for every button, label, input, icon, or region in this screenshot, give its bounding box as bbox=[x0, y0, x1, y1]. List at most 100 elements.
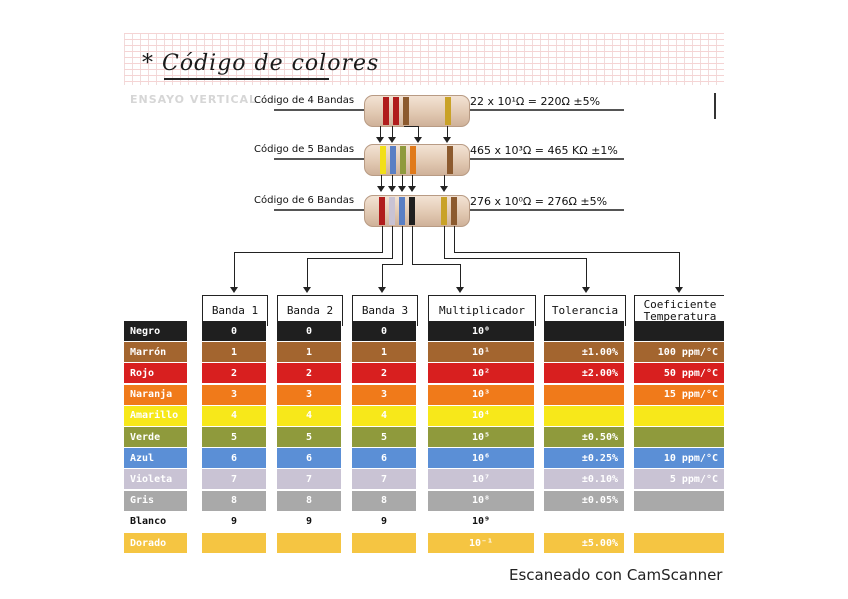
table-cell-b1: 2 bbox=[202, 363, 266, 384]
table-cell-b1: 8 bbox=[202, 490, 266, 511]
table-cell-b3: 1 bbox=[352, 342, 416, 363]
table-cell-mult: 10⁶ bbox=[428, 448, 534, 469]
arrow-down-icon bbox=[388, 186, 396, 192]
connector-line bbox=[392, 175, 393, 187]
band-gold bbox=[445, 97, 451, 125]
connector-line bbox=[307, 258, 393, 259]
grid-paper-header bbox=[124, 33, 724, 85]
column-header-banda-2: Banda 2 bbox=[277, 295, 343, 326]
band-violet bbox=[389, 197, 395, 225]
table-cell-tol: ±0.05% bbox=[544, 490, 624, 511]
scanned-sheet: * Código de colores ENSAYO VERTICAL Códi… bbox=[124, 33, 724, 563]
arrow-down-icon bbox=[378, 287, 386, 293]
connector-line bbox=[234, 252, 383, 253]
table-cell-tol: ±5.00% bbox=[544, 533, 624, 553]
connector-line bbox=[412, 226, 413, 264]
row-color-name: Azul bbox=[124, 448, 187, 469]
band-red bbox=[393, 97, 399, 125]
table-cell-temp: 5 ppm/°C bbox=[634, 469, 724, 490]
resistor-4-formula: 22 x 10¹Ω = 220Ω ±5% bbox=[470, 95, 601, 108]
page-title: * Código de colores bbox=[142, 51, 380, 76]
title-underline bbox=[164, 78, 329, 80]
connector-line bbox=[444, 226, 445, 258]
band-black bbox=[409, 197, 415, 225]
column-header-coeficiente: Coeficiente Temperatura bbox=[634, 295, 724, 326]
table-cell-mult: 10⁸ bbox=[428, 490, 534, 511]
table-cell-b2 bbox=[277, 533, 341, 553]
row-color-name: Violeta bbox=[124, 469, 187, 490]
margin-bracket bbox=[714, 93, 716, 119]
table-cell-b3: 8 bbox=[352, 490, 416, 511]
band-blue bbox=[390, 146, 396, 174]
arrow-down-icon bbox=[675, 287, 683, 293]
table-cell-b3 bbox=[352, 533, 416, 553]
connector-line bbox=[679, 252, 680, 288]
connector-line bbox=[382, 264, 383, 288]
connector-line bbox=[381, 175, 382, 187]
table-cell-tol: ±0.25% bbox=[544, 448, 624, 469]
arrow-down-icon bbox=[230, 287, 238, 293]
column-header-banda-3: Banda 3 bbox=[352, 295, 418, 326]
table-cell-mult: 10⁻¹ bbox=[428, 533, 534, 553]
row-color-name: Marrón bbox=[124, 342, 187, 363]
arrow-down-icon bbox=[440, 186, 448, 192]
table-cell-b2: 6 bbox=[277, 448, 341, 469]
table-cell-b2: 5 bbox=[277, 427, 341, 447]
arrow-down-icon bbox=[398, 186, 406, 192]
row-color-name: Blanco bbox=[124, 511, 187, 532]
arrow-down-icon bbox=[388, 137, 396, 143]
arrow-down-icon bbox=[414, 137, 422, 143]
table-cell-b3: 4 bbox=[352, 405, 416, 426]
row-color-name: Rojo bbox=[124, 363, 187, 384]
row-color-name: Verde bbox=[124, 427, 187, 447]
connector-line bbox=[380, 126, 381, 138]
table-cell-mult: 10⁰ bbox=[428, 321, 534, 341]
table-cell-tol: ±2.00% bbox=[544, 363, 624, 384]
connector-line bbox=[586, 258, 587, 288]
connector-line bbox=[234, 252, 235, 288]
arrow-down-icon bbox=[376, 137, 384, 143]
band-gold bbox=[441, 197, 447, 225]
arrow-down-icon bbox=[443, 137, 451, 143]
row-color-name: Gris bbox=[124, 490, 187, 511]
band-orange bbox=[410, 146, 416, 174]
column-header-tolerancia: Tolerancia bbox=[544, 295, 626, 326]
connector-line bbox=[454, 252, 679, 253]
table-cell-tol bbox=[544, 321, 624, 341]
band-green bbox=[400, 146, 406, 174]
table-cell-temp bbox=[634, 321, 724, 341]
resistor-5-formula: 465 x 10³Ω = 465 KΩ ±1% bbox=[470, 144, 618, 157]
table-cell-b1: 9 bbox=[202, 511, 266, 532]
table-cell-temp bbox=[634, 490, 724, 511]
connector-line bbox=[404, 126, 418, 127]
arrow-down-icon bbox=[377, 186, 385, 192]
table-cell-temp: 15 ppm/°C bbox=[634, 384, 724, 405]
band-brown bbox=[447, 146, 453, 174]
table-cell-b1: 5 bbox=[202, 427, 266, 447]
table-cell-tol: ±0.50% bbox=[544, 427, 624, 447]
table-cell-b2: 4 bbox=[277, 405, 341, 426]
table-cell-b2: 3 bbox=[277, 384, 341, 405]
table-cell-b2: 9 bbox=[277, 511, 341, 532]
table-cell-temp bbox=[634, 405, 724, 426]
table-cell-b1: 4 bbox=[202, 405, 266, 426]
table-cell-b1: 0 bbox=[202, 321, 266, 341]
table-cell-mult: 10³ bbox=[428, 384, 534, 405]
table-cell-b2: 7 bbox=[277, 469, 341, 490]
table-cell-b3: 9 bbox=[352, 511, 416, 532]
table-cell-mult: 10⁹ bbox=[428, 511, 534, 532]
table-cell-b1: 6 bbox=[202, 448, 266, 469]
connector-line bbox=[412, 175, 413, 187]
connector-line bbox=[460, 264, 461, 288]
arrow-down-icon bbox=[582, 287, 590, 293]
connector-line bbox=[392, 226, 393, 258]
table-cell-temp bbox=[634, 427, 724, 447]
band-brown bbox=[451, 197, 457, 225]
table-cell-mult: 10² bbox=[428, 363, 534, 384]
table-cell-b3: 5 bbox=[352, 427, 416, 447]
table-cell-b2: 8 bbox=[277, 490, 341, 511]
table-cell-mult: 10⁷ bbox=[428, 469, 534, 490]
table-cell-b3: 3 bbox=[352, 384, 416, 405]
resistor-6-label: Código de 6 Bandas bbox=[254, 195, 355, 206]
connector-line bbox=[444, 175, 445, 187]
